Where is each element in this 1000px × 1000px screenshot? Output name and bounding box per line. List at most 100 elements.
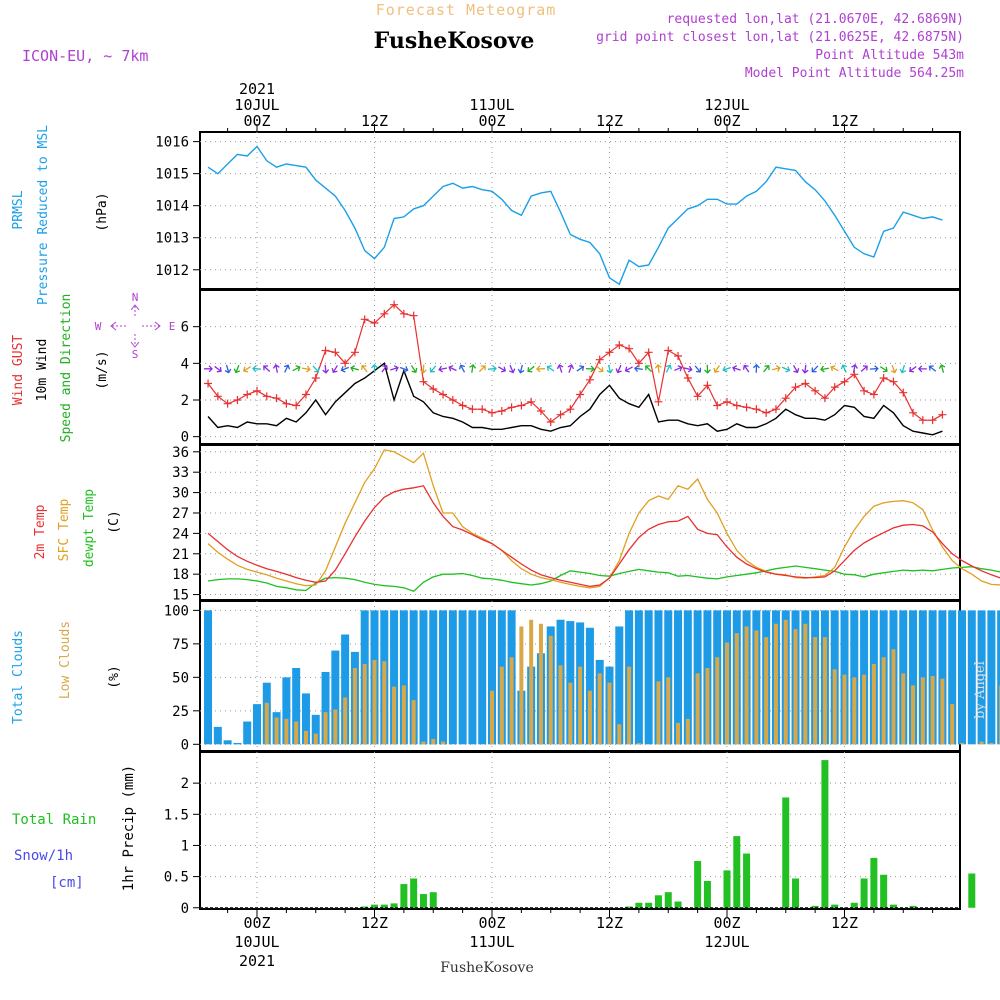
temperature-y-tick-label: 30 — [172, 486, 189, 502]
wind-arrow-shape — [596, 365, 604, 373]
wind-arrow-shape — [312, 365, 320, 373]
low-cloud-bar — [313, 733, 318, 745]
wind-arrow-shape — [283, 364, 291, 373]
wind-arrow — [851, 364, 858, 373]
wind-arrow — [556, 364, 564, 373]
gust-marker — [507, 403, 516, 412]
wind-label-speed-dir: Speed and Direction — [59, 294, 74, 443]
pressure-y-tick-label: 1012 — [155, 263, 189, 279]
wind-arrow-shape — [410, 365, 418, 373]
wind-arrow-shape — [704, 364, 711, 374]
low-cloud-bar — [529, 619, 534, 745]
gust-marker — [517, 401, 526, 410]
rain-bar — [654, 895, 662, 908]
clouds-y-tick-label: 100 — [164, 603, 189, 619]
bottom-time-label: 12Z — [361, 914, 388, 932]
wind-arrow — [938, 364, 946, 373]
rain-bar — [889, 904, 897, 908]
panel-frames — [199, 131, 961, 910]
total-cloud-bar — [301, 693, 310, 745]
rain-bar — [733, 836, 741, 908]
wind-arrow-shape — [615, 364, 622, 374]
gust-marker — [625, 344, 634, 353]
wind-arrow-shape — [252, 365, 262, 373]
low-cloud-bar — [382, 661, 387, 745]
wind-arrow — [890, 364, 898, 374]
wind-arrow-shape — [390, 365, 399, 372]
top-time-label: 00Z — [243, 112, 270, 130]
low-cloud-bar — [744, 626, 749, 745]
wind-arrow-shape — [606, 364, 614, 374]
wind-label-unit: (m/s) — [95, 350, 110, 389]
top-time-label: 10JUL — [234, 96, 279, 114]
low-cloud-bar — [627, 666, 632, 745]
rain-bar — [410, 878, 418, 908]
low-cloud-bar — [264, 702, 269, 745]
gust-marker — [409, 311, 418, 320]
wind-arrow — [869, 365, 879, 373]
gust-marker — [350, 348, 359, 357]
gust-marker — [321, 346, 330, 355]
gust-marker — [771, 405, 780, 414]
total-cloud-bar — [321, 671, 330, 745]
wind-arrow — [381, 364, 388, 373]
wind-arrow-shape — [429, 365, 437, 373]
gust-marker — [213, 392, 222, 401]
top-time-label: 12Z — [831, 112, 858, 130]
wind-arrow-shape — [292, 365, 301, 372]
wind-arrow-shape — [654, 363, 662, 373]
low-cloud-bar — [754, 630, 759, 745]
wind-arrow-shape — [732, 365, 741, 372]
wind-arrow — [448, 365, 457, 372]
total-cloud-bar — [683, 610, 692, 745]
wind-arrow-shape — [272, 364, 280, 373]
wind-arrow — [830, 365, 839, 372]
gust-marker — [576, 390, 585, 399]
wind-arrow — [722, 366, 731, 373]
gust-marker — [272, 394, 281, 403]
total-cloud-bar — [399, 610, 408, 745]
low-cloud-bar — [362, 663, 367, 745]
total-cloud-bar — [292, 667, 301, 745]
gust-marker — [595, 355, 604, 364]
wind-arrow — [410, 365, 418, 373]
low-cloud-bar — [392, 686, 397, 745]
total-cloud-bar — [644, 610, 653, 745]
clouds-layer — [204, 610, 1000, 745]
gust-marker — [801, 379, 810, 388]
gust-marker — [879, 374, 888, 382]
wind-arrow-shape — [331, 365, 338, 374]
total-cloud-bar — [478, 610, 487, 745]
low-cloud-bar — [568, 682, 573, 745]
gust-marker — [341, 359, 350, 368]
temperature-y-tick-label: 18 — [172, 567, 189, 583]
wind-arrow — [645, 365, 652, 373]
header-info-line-3: Point Altitude 543m — [815, 48, 964, 63]
low-cloud-bar — [891, 649, 896, 745]
wind-arrow — [458, 364, 466, 373]
total-cloud-bar — [977, 610, 986, 745]
wind-arrow — [917, 365, 927, 373]
gust-marker — [830, 383, 839, 392]
total-cloud-bar — [429, 610, 438, 745]
wind-arrow — [546, 365, 555, 372]
total-cloud-bar — [458, 610, 467, 745]
low-cloud-bar — [783, 619, 788, 745]
wind-arrow — [252, 365, 262, 373]
gust-marker — [664, 346, 673, 355]
wind-arrow — [243, 366, 251, 373]
wind-arrow — [928, 365, 937, 372]
wind-arrow — [340, 366, 350, 373]
pressure-label-unit: (hPa) — [95, 192, 110, 231]
low-cloud-bar — [323, 712, 328, 745]
wind-arrow — [469, 363, 477, 373]
total-cloud-bar — [448, 610, 457, 745]
temperature-y-tick-label: 21 — [172, 547, 189, 563]
wind-arrow — [909, 365, 917, 373]
gust-marker — [654, 397, 663, 406]
wind-arrow — [771, 365, 781, 372]
rain-bar — [635, 902, 643, 908]
gust-marker — [311, 374, 320, 382]
wind-arrow — [820, 365, 829, 373]
